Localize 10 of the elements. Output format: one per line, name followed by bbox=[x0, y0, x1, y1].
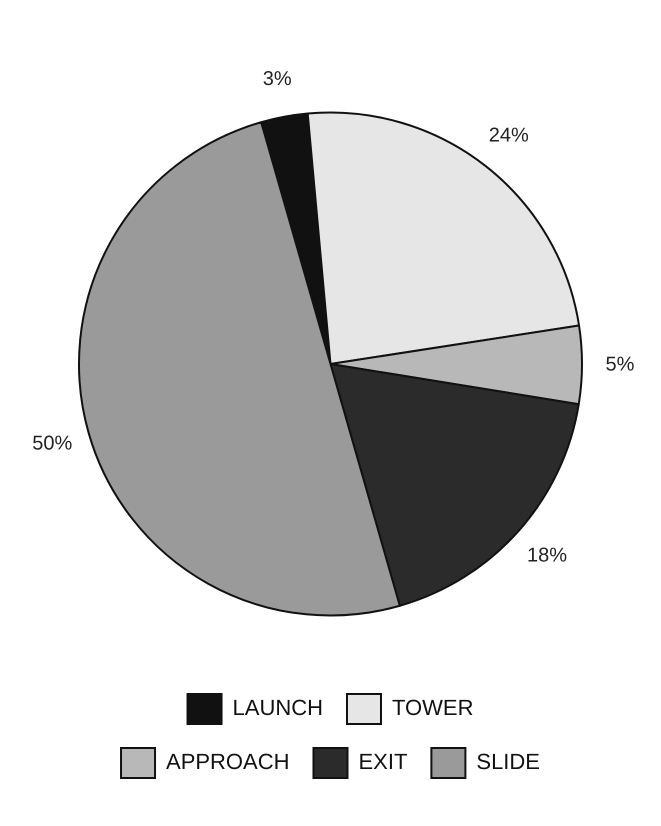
data-label: 50% bbox=[32, 432, 72, 454]
legend-label: APPROACH bbox=[166, 749, 290, 774]
legend-label: SLIDE bbox=[476, 749, 540, 774]
data-label: 3% bbox=[262, 68, 292, 90]
legend-label: LAUNCH bbox=[232, 695, 323, 720]
legend-label: EXIT bbox=[358, 749, 408, 774]
data-label: 24% bbox=[488, 124, 529, 146]
legend-label: TOWER bbox=[392, 695, 474, 720]
data-label: 18% bbox=[526, 544, 568, 567]
data-label: 5% bbox=[606, 354, 635, 376]
